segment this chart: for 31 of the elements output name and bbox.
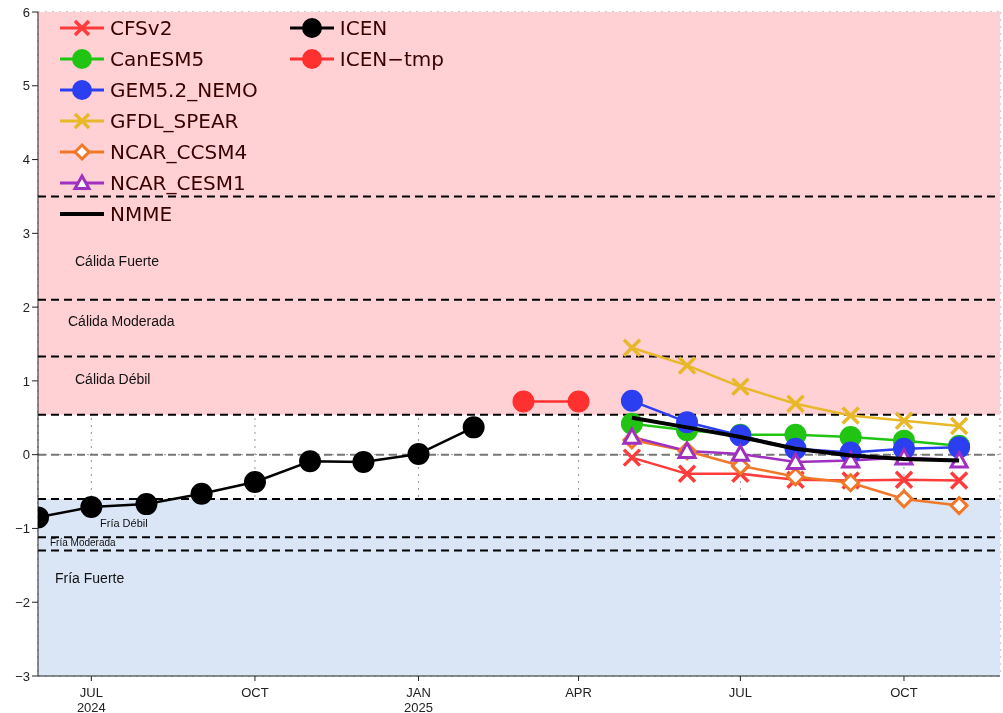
y-tick-label: 3	[22, 225, 30, 241]
legend-label: GEM5.2_NEMO	[110, 77, 258, 102]
legend-label: NCAR_CESM1	[110, 170, 246, 195]
legend-label: NCAR_CCSM4	[110, 139, 248, 164]
annotation: Fría Débil	[100, 517, 148, 529]
y-tick-label: 4	[22, 152, 30, 168]
x-tick-label: JUL 2024	[76, 685, 106, 713]
legend-label: GFDL_SPEAR	[110, 108, 239, 133]
y-tick-label: −1	[15, 521, 30, 537]
legend-label: ICEN−tmp	[339, 46, 445, 71]
y-tick-label: 0	[22, 447, 30, 463]
y-tick-label: −2	[15, 594, 30, 610]
x-tick-label: APR	[565, 685, 592, 700]
y-tick-label: 5	[22, 78, 30, 94]
x-tick-label: OCT	[241, 685, 269, 700]
x-tick-label: JUL	[728, 685, 752, 700]
x-tick-label: OCT	[890, 685, 918, 700]
y-tick-label: 2	[22, 299, 30, 315]
legend-label: NMME	[110, 201, 173, 226]
legend-label: ICEN	[339, 15, 388, 40]
annotation: Fría Moderada	[50, 537, 116, 548]
annotation: Fría Fuerte	[55, 570, 125, 586]
legend-label: CFSv2	[110, 15, 173, 40]
annotation: Cálida Moderada	[68, 313, 175, 329]
x-tick-label: JAN 2025	[404, 685, 433, 713]
annotation: Cálida Fuerte	[75, 253, 160, 269]
y-tick-label: −3	[15, 668, 30, 684]
annotation: Cálida Débil	[75, 371, 151, 387]
legend-label: CanESM5	[110, 46, 205, 71]
y-tick-label: 6	[22, 4, 30, 20]
y-tick-label: 1	[22, 373, 30, 389]
